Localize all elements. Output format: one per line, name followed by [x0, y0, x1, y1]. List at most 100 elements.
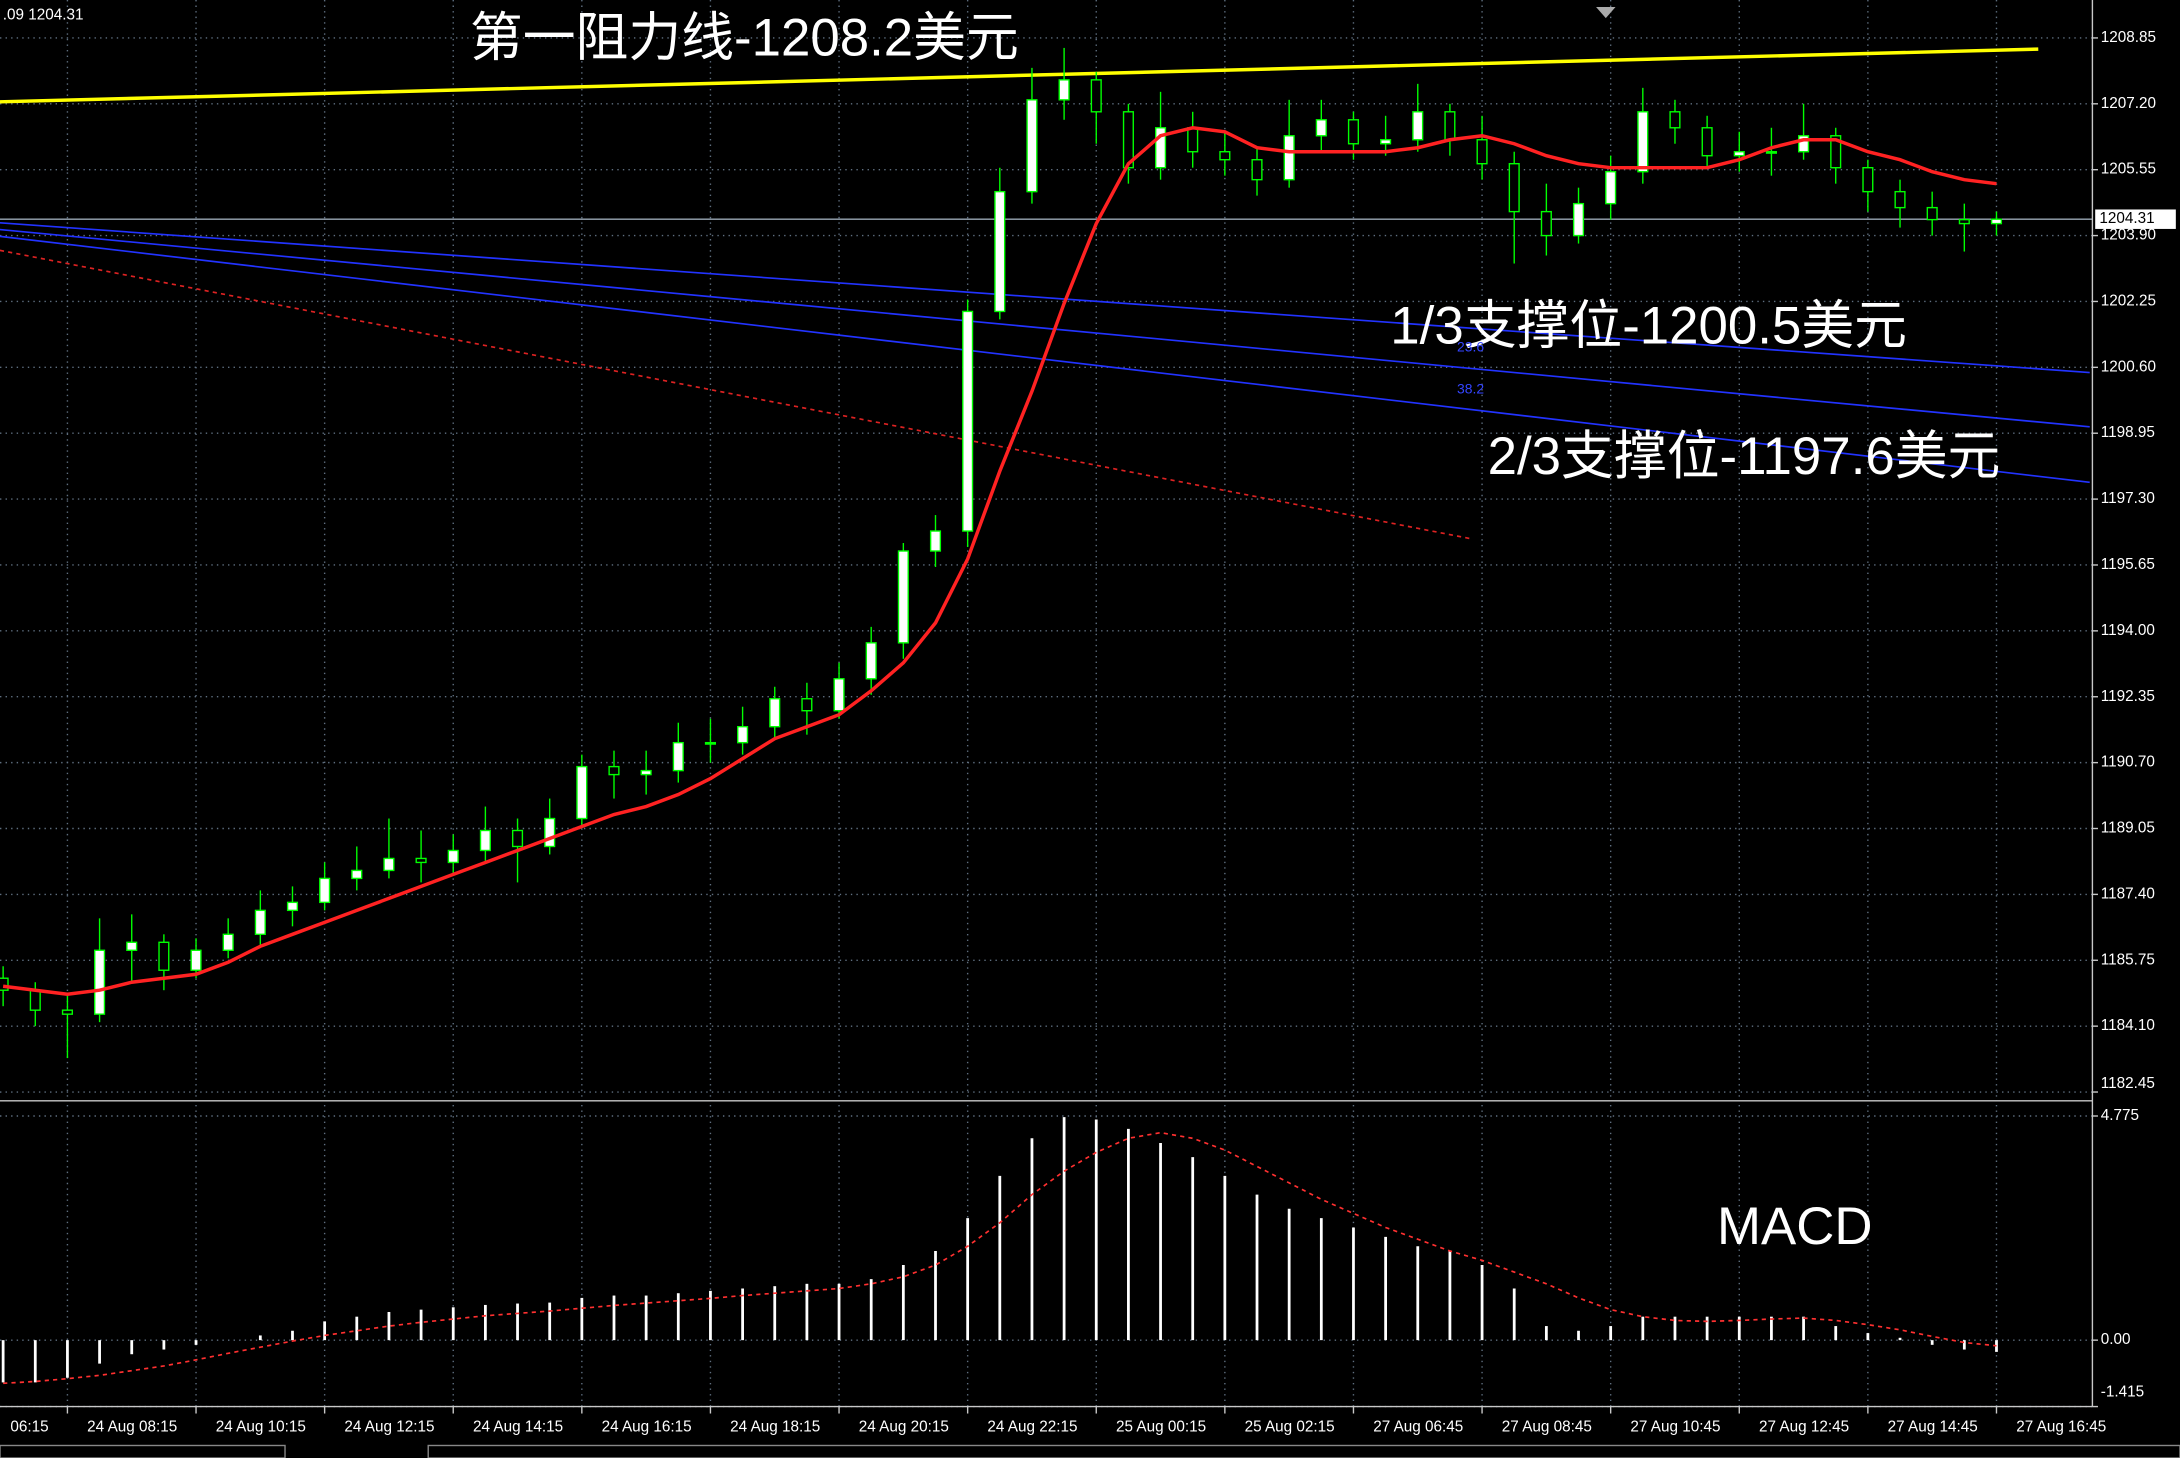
- y-tick-label: 4.775: [2101, 1107, 2139, 1124]
- last-price-label: 1204.31: [2099, 210, 2154, 227]
- y-tick-label: 1198.95: [2101, 424, 2155, 441]
- candle-body: [1990, 218, 2003, 225]
- x-tick-label: 25 Aug 02:15: [1245, 1418, 1335, 1435]
- candle-body: [1508, 163, 1520, 213]
- x-tick-label: 24 Aug 12:15: [344, 1418, 434, 1435]
- y-tick-label: 1200.60: [2101, 358, 2156, 375]
- candle-body: [1572, 202, 1585, 237]
- candle-body: [1090, 79, 1102, 113]
- candle-body: [1958, 218, 1970, 225]
- y-tick-label: 1197.30: [2101, 490, 2155, 507]
- candle-body: [640, 769, 652, 776]
- candle-body: [672, 741, 684, 772]
- fib-label: 23.6: [1457, 339, 1484, 355]
- candle-body: [1315, 119, 1327, 137]
- x-tick-label: 27 Aug 16:45: [2016, 1418, 2106, 1435]
- y-tick-label: 1205.55: [2101, 161, 2156, 178]
- x-tick-label: 24 Aug 18:15: [730, 1418, 820, 1435]
- x-tick-label: 27 Aug 12:45: [1759, 1418, 1849, 1435]
- shift-marker: [1596, 6, 1616, 19]
- trend-line: [0, 221, 2090, 374]
- y-tick-label: 1202.25: [2101, 292, 2156, 309]
- candle-body: [1412, 111, 1424, 141]
- candle-body: [286, 901, 299, 912]
- candle-body: [1830, 135, 1842, 169]
- candle-body: [1540, 210, 1552, 237]
- candle-body: [1862, 167, 1874, 193]
- candle-body: [479, 829, 491, 852]
- candle-body: [833, 678, 845, 712]
- candle-body: [447, 849, 459, 864]
- candle-body: [1894, 190, 1906, 209]
- y-tick-label: -1.415: [2101, 1384, 2144, 1401]
- annotation: 第一阻力线-1208.2美元: [470, 9, 1019, 68]
- y-tick-label: 1194.00: [2101, 622, 2155, 639]
- candle-body: [865, 642, 877, 680]
- candle-body: [1122, 111, 1134, 169]
- candle-body: [1926, 206, 1938, 221]
- header-text: .09 1204.31: [3, 6, 84, 23]
- status-tab: [0, 1444, 286, 1458]
- x-tick-label: 24 Aug 14:15: [473, 1418, 563, 1435]
- candle-body: [544, 817, 556, 848]
- candle-body: [511, 829, 524, 848]
- candle-body: [1765, 151, 1777, 154]
- candle-body: [0, 977, 9, 991]
- x-tick-label: 24 Aug 16:15: [602, 1418, 692, 1435]
- candle-body: [576, 765, 588, 820]
- marks-layer: [0, 47, 2093, 1385]
- candle-body: [769, 698, 781, 728]
- y-tick-label: 1208.85: [2101, 29, 2156, 46]
- y-tick-label: 1182.45: [2101, 1075, 2155, 1092]
- candle-body: [61, 1009, 73, 1015]
- candle-body: [737, 725, 749, 744]
- annotation: 1/3支撑位-1200.5美元: [1390, 296, 1907, 355]
- candle-body: [1347, 119, 1360, 145]
- signal-line: [3, 1131, 1997, 1385]
- x-tick-label: 24 Aug 20:15: [859, 1418, 949, 1435]
- last-price-box: [2095, 209, 2176, 229]
- candle-body: [1187, 127, 1199, 153]
- y-tick-label: 1203.90: [2101, 227, 2156, 244]
- candle-body: [351, 869, 363, 880]
- candle-body: [1669, 111, 1681, 129]
- candle-body: [704, 741, 717, 745]
- y-tick-label: 1190.70: [2101, 754, 2155, 771]
- y-tick-label: 0.00: [2101, 1331, 2131, 1348]
- candle-body: [1444, 111, 1456, 141]
- y-tick-label: 1192.35: [2101, 688, 2155, 705]
- y-tick-label: 1185.75: [2101, 951, 2155, 968]
- x-tick-label: 24 Aug 08:15: [87, 1418, 177, 1435]
- x-tick-label: 24 Aug 22:15: [987, 1418, 1077, 1435]
- y-tick-label: 1187.40: [2101, 885, 2155, 902]
- candle-body: [897, 550, 909, 644]
- candle-body: [415, 857, 427, 864]
- x-tick-label: 27 Aug 06:45: [1373, 1418, 1463, 1435]
- candle-body: [962, 310, 974, 532]
- x-tick-label: 27 Aug 14:45: [1888, 1418, 1978, 1435]
- fib-label: 38.2: [1457, 380, 1484, 396]
- y-tick-label: 1189.05: [2101, 820, 2155, 837]
- candle-body: [1058, 79, 1070, 101]
- x-tick-label: 24 Aug 10:15: [216, 1418, 306, 1435]
- trend-line: [0, 228, 2090, 428]
- candle-body: [383, 857, 395, 872]
- candle-body: [929, 530, 942, 552]
- candle-body: [1605, 170, 1617, 205]
- candle-body: [1283, 135, 1295, 181]
- x-tick-label: 27 Aug 08:45: [1502, 1418, 1592, 1435]
- candle-body: [994, 190, 1006, 313]
- y-tick-label: 1207.20: [2101, 95, 2156, 112]
- candle-body: [319, 877, 331, 904]
- candle-body: [126, 941, 138, 951]
- y-tick-label: 1184.10: [2101, 1017, 2155, 1034]
- candle-body: [222, 933, 234, 951]
- annotation: 2/3支撑位-1197.6美元: [1488, 427, 2001, 486]
- candle-body: [1026, 99, 1038, 193]
- candle-body: [158, 941, 170, 971]
- candle-body: [1219, 151, 1231, 161]
- candle-body: [254, 909, 266, 936]
- candle-body: [29, 989, 41, 1011]
